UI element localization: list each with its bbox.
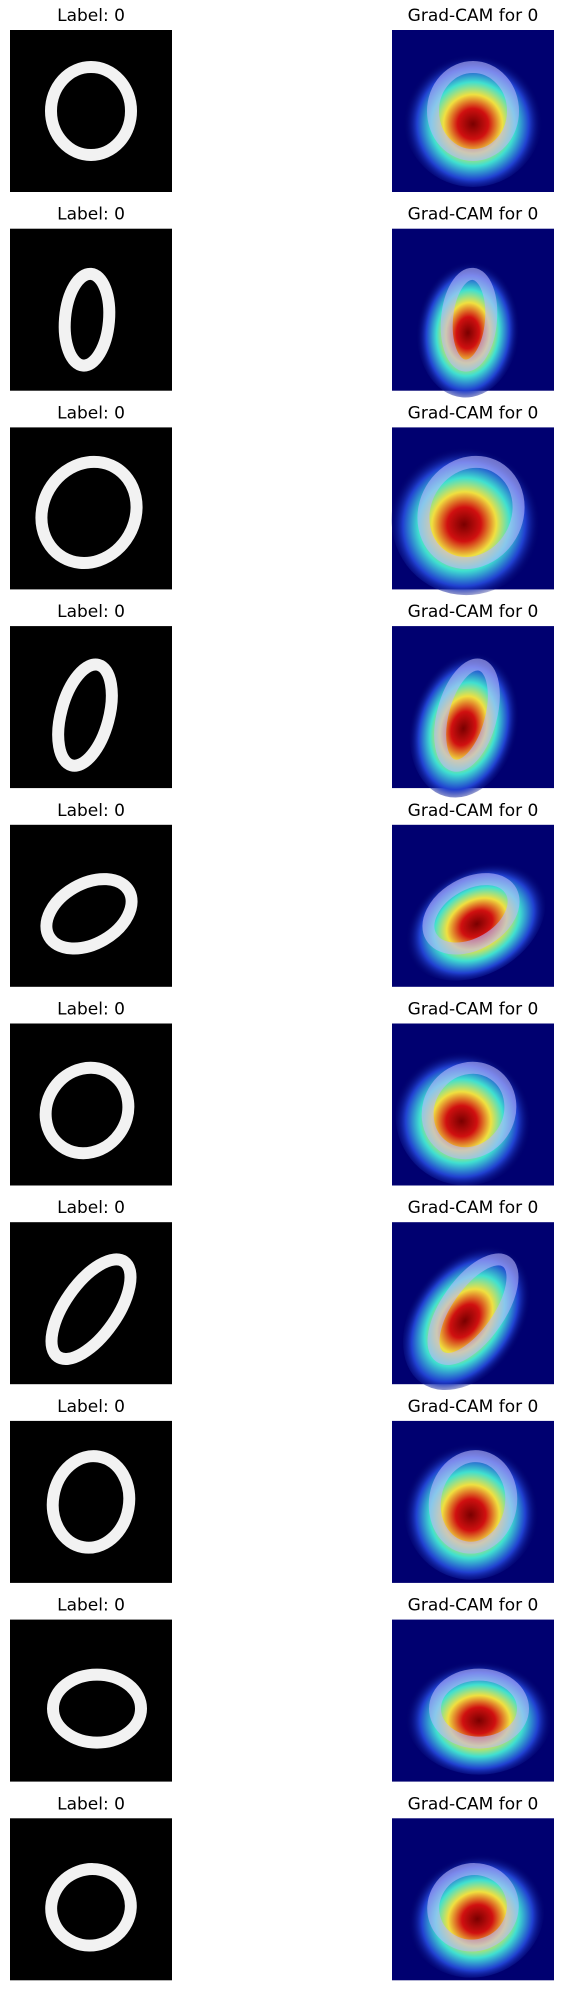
panel-title: Grad-CAM for 0 xyxy=(408,1397,539,1417)
panel-title: Label: 0 xyxy=(57,205,125,225)
digit-stroke xyxy=(45,1863,137,1952)
cam-stroke xyxy=(429,1668,529,1749)
digit-stroke xyxy=(45,1253,137,1365)
panel-title: Grad-CAM for 0 xyxy=(408,205,539,225)
panel-title: Grad-CAM for 0 xyxy=(408,1000,539,1020)
digit-image xyxy=(10,30,172,192)
digit-stroke xyxy=(47,1668,147,1749)
cam-stroke xyxy=(427,1863,519,1952)
digit-stroke xyxy=(58,267,116,372)
panel-title: Grad-CAM for 0 xyxy=(408,1596,539,1616)
cam-stroke xyxy=(428,1450,518,1554)
cam-stroke xyxy=(427,61,519,161)
panel-title: Label: 0 xyxy=(57,403,125,423)
digit-image xyxy=(10,1619,172,1782)
digit-image xyxy=(10,1023,172,1186)
panel-title: Grad-CAM for 0 xyxy=(408,1794,539,1814)
panel-title: Grad-CAM for 0 xyxy=(408,403,539,423)
panel-title: Label: 0 xyxy=(57,602,125,622)
panel-title: Label: 0 xyxy=(57,801,125,821)
cam-stroke xyxy=(417,455,525,569)
panel-title: Label: 0 xyxy=(57,1198,125,1218)
cam-stroke xyxy=(421,1061,517,1160)
digit-stroke xyxy=(39,1061,135,1160)
panel-title: Grad-CAM for 0 xyxy=(408,1198,539,1218)
digit-stroke xyxy=(40,873,138,955)
cam-stroke xyxy=(434,658,500,772)
panel-title: Label: 0 xyxy=(57,1794,125,1814)
digit-image xyxy=(10,1222,172,1385)
panel-title: Grad-CAM for 0 xyxy=(408,801,539,821)
digit-image xyxy=(10,824,172,987)
cam-stroke xyxy=(427,1253,519,1365)
digit-image xyxy=(10,1420,172,1583)
cam-stroke xyxy=(422,873,520,955)
panel-title: Label: 0 xyxy=(57,1596,125,1616)
digit-image xyxy=(10,1818,172,1981)
panel-title: Grad-CAM for 0 xyxy=(408,6,539,26)
panel-title: Grad-CAM for 0 xyxy=(408,602,539,622)
panel-title: Label: 0 xyxy=(57,1000,125,1020)
panel-title: Label: 0 xyxy=(57,6,125,26)
digit-stroke xyxy=(35,455,143,569)
digit-stroke xyxy=(46,1450,136,1554)
cam-heat xyxy=(416,253,521,398)
panel-title: Label: 0 xyxy=(57,1397,125,1417)
cam-stroke xyxy=(440,267,498,372)
digit-stroke xyxy=(52,658,118,772)
digit-stroke xyxy=(45,61,137,161)
